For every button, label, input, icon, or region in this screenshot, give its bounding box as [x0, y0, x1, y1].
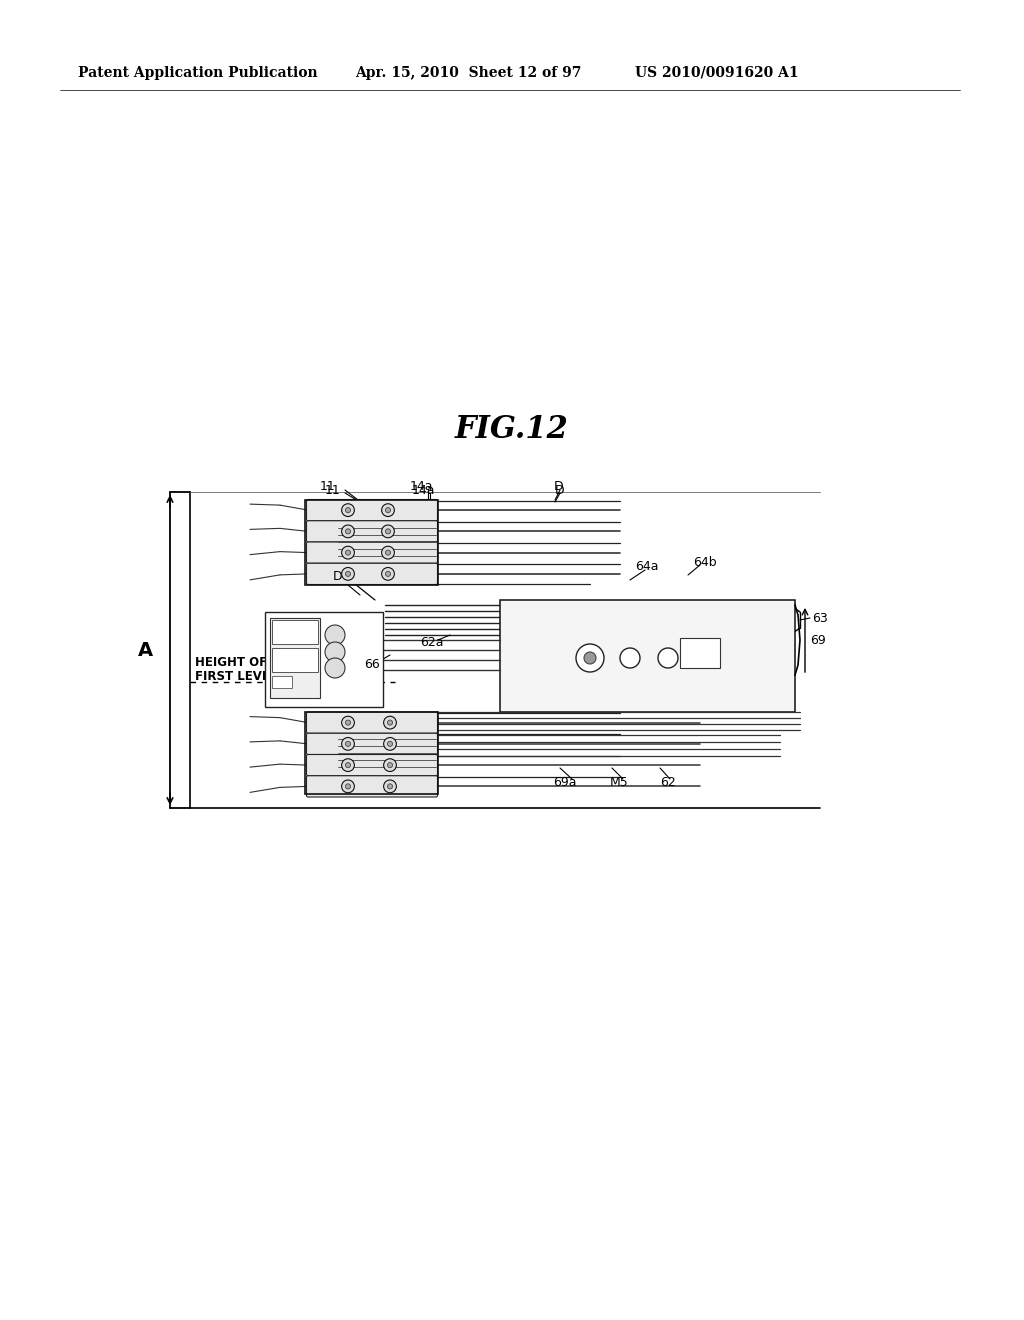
Circle shape: [342, 525, 354, 537]
Circle shape: [384, 717, 396, 729]
Circle shape: [345, 763, 350, 768]
Circle shape: [342, 546, 354, 558]
Text: 62: 62: [660, 776, 676, 788]
FancyBboxPatch shape: [306, 564, 437, 585]
FancyBboxPatch shape: [306, 711, 437, 733]
Circle shape: [387, 763, 392, 768]
Text: FIG.12: FIG.12: [455, 414, 569, 446]
Circle shape: [384, 738, 396, 750]
Text: 66: 66: [364, 659, 380, 672]
Circle shape: [342, 717, 354, 729]
Circle shape: [387, 742, 392, 746]
Circle shape: [325, 624, 345, 645]
Circle shape: [387, 784, 392, 789]
Circle shape: [382, 568, 394, 581]
Text: FIRST LEVEL: FIRST LEVEL: [195, 671, 278, 684]
Text: M5: M5: [610, 776, 629, 788]
Bar: [500, 601, 795, 711]
Circle shape: [387, 721, 392, 725]
Text: 63: 63: [812, 611, 827, 624]
Circle shape: [575, 644, 604, 672]
FancyBboxPatch shape: [306, 499, 437, 521]
FancyBboxPatch shape: [306, 733, 437, 755]
Circle shape: [342, 568, 354, 581]
Circle shape: [345, 721, 350, 725]
Text: D: D: [333, 570, 343, 583]
Text: 64a: 64a: [635, 560, 658, 573]
Circle shape: [345, 508, 350, 512]
Circle shape: [342, 738, 354, 750]
Text: 11: 11: [325, 483, 341, 496]
Circle shape: [325, 642, 345, 663]
Circle shape: [382, 504, 394, 516]
Circle shape: [345, 529, 350, 533]
Text: 64b: 64b: [693, 556, 717, 569]
Text: 62a: 62a: [420, 636, 443, 649]
Circle shape: [342, 759, 354, 771]
Text: 14a: 14a: [410, 480, 433, 494]
FancyBboxPatch shape: [306, 755, 437, 776]
Text: D: D: [554, 480, 563, 494]
Bar: [270, 618, 319, 698]
Circle shape: [385, 572, 390, 577]
Circle shape: [658, 648, 678, 668]
Text: A: A: [137, 640, 153, 660]
FancyBboxPatch shape: [306, 543, 437, 564]
Bar: [272, 620, 318, 644]
Circle shape: [342, 504, 354, 516]
Circle shape: [584, 652, 596, 664]
Circle shape: [385, 550, 390, 556]
Text: Apr. 15, 2010  Sheet 12 of 97: Apr. 15, 2010 Sheet 12 of 97: [355, 66, 582, 81]
Circle shape: [342, 780, 354, 793]
Text: 11: 11: [319, 480, 336, 494]
Circle shape: [345, 784, 350, 789]
Bar: [680, 638, 720, 668]
Bar: [305, 499, 438, 585]
Circle shape: [384, 780, 396, 793]
Text: 69a: 69a: [553, 776, 577, 788]
Bar: [305, 711, 438, 795]
Text: US 2010/0091620 A1: US 2010/0091620 A1: [635, 66, 799, 81]
Bar: [272, 676, 292, 688]
Bar: [265, 612, 383, 708]
Circle shape: [385, 508, 390, 512]
Text: 14a: 14a: [412, 483, 435, 496]
Circle shape: [385, 529, 390, 533]
Bar: [272, 648, 318, 672]
Circle shape: [345, 742, 350, 746]
Text: HEIGHT OF: HEIGHT OF: [195, 656, 267, 669]
FancyBboxPatch shape: [306, 776, 437, 797]
Text: D: D: [555, 483, 564, 496]
FancyBboxPatch shape: [306, 521, 437, 543]
Circle shape: [384, 759, 396, 771]
Circle shape: [325, 657, 345, 678]
Circle shape: [345, 550, 350, 556]
Circle shape: [620, 648, 640, 668]
Circle shape: [382, 525, 394, 537]
Text: 69: 69: [810, 634, 825, 647]
Circle shape: [382, 546, 394, 558]
Text: Patent Application Publication: Patent Application Publication: [78, 66, 317, 81]
Circle shape: [345, 572, 350, 577]
